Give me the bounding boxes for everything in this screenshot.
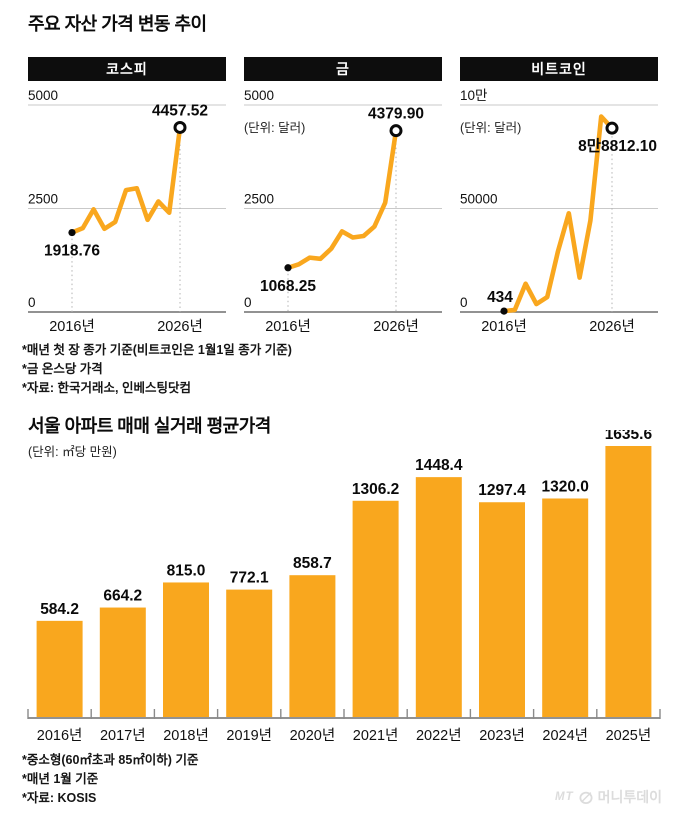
footnote-line: *자료: 한국거래소, 인베스팅닷컴 (22, 381, 191, 395)
bar (605, 445, 652, 717)
y-tick-label: 0 (244, 295, 252, 310)
x-tick-label: 2016년 (49, 318, 95, 335)
y-tick-label: 50000 (460, 192, 498, 207)
bar-category-label: 2023년 (479, 727, 525, 744)
kospi-chart-header: 코스피 (28, 57, 226, 81)
bar-value-label: 858.7 (293, 555, 332, 572)
footnote-line: *금 온스당 가격 (22, 362, 103, 376)
value-label: 434 (487, 289, 513, 306)
bar-category-label: 2017년 (100, 727, 146, 744)
value-label: 8만8812.10 (578, 137, 657, 155)
footnote-line: *중소형(60㎡초과 85㎡이하) 기준 (22, 753, 199, 767)
footnote-line: *매년 1월 기준 (22, 772, 99, 786)
y-tick-label: 10만 (460, 88, 487, 103)
value-label: 4457.52 (152, 102, 208, 119)
bar-value-label: 1306.2 (352, 481, 399, 498)
bar-category-label: 2022년 (416, 727, 462, 744)
bar-value-label: 772.1 (230, 570, 269, 587)
bar-value-label: 664.2 (103, 588, 142, 605)
gold-chart-panel: 금 5000 2500 0 (단위: 달러) 1068.25 4379.90 2016년 20… (244, 57, 442, 335)
footnote-line: *매년 첫 장 종가 기준(비트코인은 1월1일 종가 기준) (22, 343, 292, 357)
bar-category-label: 2019년 (226, 727, 272, 744)
bar-category-label: 2018년 (163, 727, 209, 744)
bar-value-label: 1635.6 (605, 430, 653, 443)
x-tick-label: 2026년 (589, 318, 635, 335)
value-label: 1918.76 (44, 243, 100, 260)
bar-category-label: 2024년 (542, 727, 588, 744)
kospi-line-chart: 5000 2500 0 1918.76 4457.52 2016년 2026년 (28, 88, 226, 335)
footnote-line: *자료: KOSIS (22, 791, 97, 805)
bar-category-label: 2021년 (353, 727, 399, 744)
moneytoday-logo: MT 머니투데이 (555, 787, 662, 807)
bar (99, 607, 146, 717)
page-title: 주요 자산 가격 변동 추이 (28, 14, 207, 34)
end-marker (389, 124, 403, 138)
apartment-bar-chart: 584.2 2016년 664.2 2017년 815.0 2018년 772.1 2019년… (27, 430, 661, 744)
start-marker (68, 228, 76, 237)
y-tick-label: 0 (460, 295, 468, 310)
x-tick-label: 2016년 (481, 318, 527, 335)
bottom-footnotes: *중소형(60㎡초과 85㎡이하) 기준 *매년 1월 기준 *자료: KOSI… (22, 751, 198, 808)
unit-label: (단위: 달러) (460, 121, 521, 135)
value-label: 4379.90 (368, 106, 424, 123)
y-tick-label: 5000 (28, 88, 58, 103)
end-marker (173, 120, 187, 134)
x-tick-label: 2026년 (157, 318, 203, 335)
bar (36, 620, 83, 717)
bar (352, 500, 399, 717)
section-title: 서울 아파트 매매 실거래 평균가격 (28, 416, 271, 436)
logo-name-text: 머니투데이 (597, 789, 662, 805)
bar-category-label: 2016년 (37, 727, 83, 744)
kospi-chart-panel: 코스피 5000 2500 0 1918.76 4457.52 2016년 2026년 (28, 57, 226, 335)
bar-value-label: 1297.4 (478, 482, 526, 499)
bar (289, 575, 336, 717)
start-marker (284, 264, 292, 272)
y-tick-label: 5000 (244, 88, 274, 103)
apartment-bar-chart-wrap: 584.2 2016년 664.2 2017년 815.0 2018년 772.1 2019년… (20, 430, 668, 748)
series-line (501, 114, 615, 314)
series-line (69, 125, 183, 235)
x-tick-label: 2026년 (373, 318, 419, 335)
bar-category-label: 2020년 (290, 727, 336, 744)
bar (415, 477, 462, 717)
y-tick-label: 0 (28, 295, 36, 310)
bar (479, 502, 525, 717)
value-label: 1068.25 (260, 278, 316, 295)
bar (226, 589, 273, 717)
series-line (285, 128, 399, 271)
bar-value-label: 1320.0 (541, 478, 588, 495)
gold-chart-header: 금 (244, 57, 442, 81)
y-tick-label: 2500 (28, 192, 58, 207)
bar (542, 498, 589, 717)
bitcoin-line-chart: 10만 50000 0 (단위: 달러) 434 8만8812.10 2016년 2026년 (460, 88, 658, 335)
bar-value-label: 1448.4 (415, 457, 463, 474)
bar-value-label: 584.2 (40, 601, 79, 618)
bar (163, 582, 209, 717)
bar-category-label: 2025년 (606, 727, 652, 744)
gold-line-chart: 5000 2500 0 (단위: 달러) 1068.25 4379.90 2016년 2026… (244, 88, 442, 335)
bitcoin-chart-panel: 비트코인 10만 50000 0 (단위: 달러) 434 8만8812.10 2016년 2… (460, 57, 658, 335)
unit-label: (단위: 달러) (244, 121, 305, 135)
top-footnotes: *매년 첫 장 종가 기준(비트코인은 1월1일 종가 기준) *금 온스당 가… (22, 341, 292, 398)
y-tick-label: 2500 (244, 192, 274, 207)
bitcoin-chart-header: 비트코인 (460, 57, 658, 81)
x-tick-label: 2016년 (265, 318, 311, 335)
end-marker (605, 121, 619, 135)
bar-value-label: 815.0 (167, 562, 206, 579)
start-marker (500, 307, 508, 315)
logo-mt-text: MT (554, 791, 574, 803)
section-unit-label: (단위: ㎡당 만원) (28, 445, 117, 459)
moneytoday-logo-icon (579, 791, 593, 804)
